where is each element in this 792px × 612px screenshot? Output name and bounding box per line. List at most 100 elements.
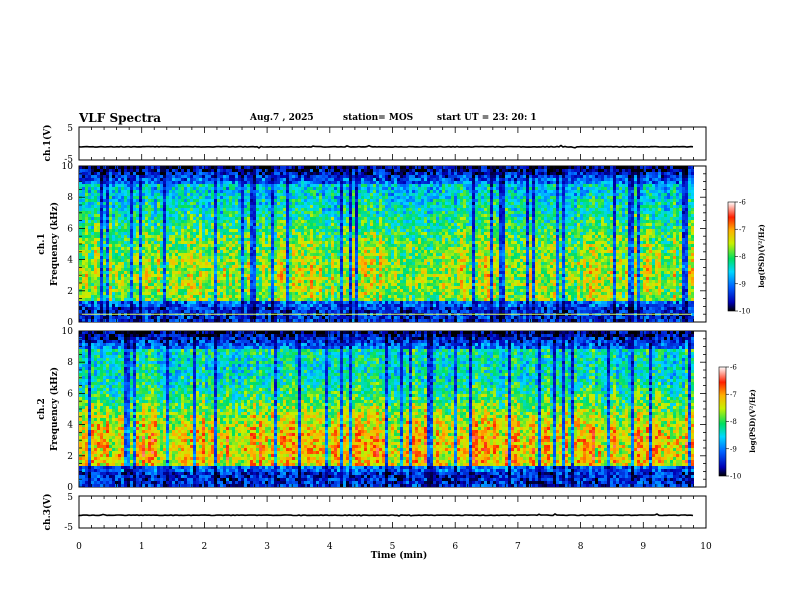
spectrogram-cell xyxy=(259,190,262,193)
spectrogram-cell xyxy=(187,229,190,232)
spectrogram-cell xyxy=(115,172,118,175)
spectrogram-cell xyxy=(109,166,112,169)
spectrogram-cell xyxy=(130,262,133,265)
spectrogram-cell xyxy=(145,298,148,301)
spectrogram-cell xyxy=(289,223,292,226)
spectrogram-cell xyxy=(88,316,91,319)
spectrogram-cell xyxy=(322,229,325,232)
spectrogram-cell xyxy=(250,277,253,280)
spectrogram-cell xyxy=(127,175,130,178)
spectrogram-cell xyxy=(265,208,268,211)
spectrogram-cell xyxy=(100,244,103,247)
spectrogram-cell xyxy=(325,262,328,265)
spectrogram-cell xyxy=(340,277,343,280)
spectrogram-cell xyxy=(97,241,100,244)
spectrogram-cell xyxy=(85,253,88,256)
spectrogram-cell xyxy=(241,271,244,274)
spectrogram-cell xyxy=(166,187,169,190)
spectrogram-cell xyxy=(328,214,331,217)
spectrogram-cell xyxy=(268,232,271,235)
spectrogram-cell xyxy=(235,235,238,238)
spectrogram-cell xyxy=(325,274,328,277)
spectrogram-cell xyxy=(160,277,163,280)
spectrogram-cell xyxy=(178,298,181,301)
spectrogram-cell xyxy=(103,229,106,232)
spectrogram-cell xyxy=(178,169,181,172)
spectrogram-cell xyxy=(160,205,163,208)
spectrogram-cell xyxy=(82,301,85,304)
spectrogram-cell xyxy=(184,223,187,226)
spectrogram-cell xyxy=(181,319,184,322)
spectrogram-cell xyxy=(202,196,205,199)
spectrogram-cell xyxy=(193,265,196,268)
spectrogram-cell xyxy=(343,166,346,169)
spectrogram-cell xyxy=(100,202,103,205)
spectrogram-cell xyxy=(193,202,196,205)
spectrogram-cell xyxy=(343,274,346,277)
spectrogram-cell xyxy=(175,229,178,232)
spectrogram-cell xyxy=(220,226,223,229)
spectrogram-cell xyxy=(169,274,172,277)
spectrogram-cell xyxy=(343,211,346,214)
spectrogram-cell xyxy=(310,319,313,322)
spectrogram-cell xyxy=(145,181,148,184)
spectrogram-cell xyxy=(190,196,193,199)
spectrogram-cell xyxy=(307,184,310,187)
spectrogram-cell xyxy=(94,238,97,241)
spectrogram-cell xyxy=(160,235,163,238)
spectrogram-cell xyxy=(346,208,349,211)
spectrogram-cell xyxy=(280,205,283,208)
spectrogram-cell xyxy=(331,295,334,298)
spectrogram-cell xyxy=(139,277,142,280)
spectrogram-cell xyxy=(157,169,160,172)
spectrogram-cell xyxy=(301,298,304,301)
spectrogram-cell xyxy=(298,235,301,238)
spectrogram-cell xyxy=(205,271,208,274)
spectrogram-cell xyxy=(121,271,124,274)
spectrogram-cell xyxy=(115,187,118,190)
spectrogram-cell xyxy=(268,304,271,307)
spectrogram-cell xyxy=(133,292,136,295)
spectrogram-cell xyxy=(247,193,250,196)
spectrogram-cell xyxy=(223,220,226,223)
spectrogram-cell xyxy=(265,178,268,181)
spectrogram-cell xyxy=(340,193,343,196)
spectrogram-cell xyxy=(352,169,355,172)
spectrogram-cell xyxy=(250,292,253,295)
spectrogram-cell xyxy=(97,223,100,226)
spectrogram-cell xyxy=(226,205,229,208)
spectrogram-cell xyxy=(241,229,244,232)
spectrogram-cell xyxy=(163,196,166,199)
spectrogram-cell xyxy=(298,169,301,172)
spectrogram-cell xyxy=(241,196,244,199)
spectrogram-cell xyxy=(253,193,256,196)
spectrogram-cell xyxy=(178,202,181,205)
spectrogram-cell xyxy=(91,175,94,178)
spectrogram-cell xyxy=(223,274,226,277)
spectrogram-cell xyxy=(238,220,241,223)
spectrogram-cell xyxy=(124,310,127,313)
spectrogram-cell xyxy=(169,244,172,247)
spectrogram-cell xyxy=(214,193,217,196)
spectrogram-cell xyxy=(229,304,232,307)
spectrogram-cell xyxy=(94,190,97,193)
spectrogram-cell xyxy=(247,310,250,313)
spectrogram-cell xyxy=(124,178,127,181)
spectrogram-cell xyxy=(184,262,187,265)
spectrogram-cell xyxy=(352,292,355,295)
spectrogram-cell xyxy=(220,172,223,175)
spectrogram-cell xyxy=(337,319,340,322)
spectrogram-cell xyxy=(256,277,259,280)
spectrogram-cell xyxy=(109,178,112,181)
spectrogram-cell xyxy=(166,292,169,295)
spectrogram-cell xyxy=(304,304,307,307)
spectrogram-cell xyxy=(121,208,124,211)
spectrogram-cell xyxy=(121,304,124,307)
spectrogram-cell xyxy=(229,256,232,259)
spectrogram-cell xyxy=(223,247,226,250)
spectrogram-cell xyxy=(130,259,133,262)
spectrogram-cell xyxy=(214,214,217,217)
spectrogram-cell xyxy=(142,202,145,205)
spectrogram-cell xyxy=(229,208,232,211)
spectrogram-cell xyxy=(187,304,190,307)
